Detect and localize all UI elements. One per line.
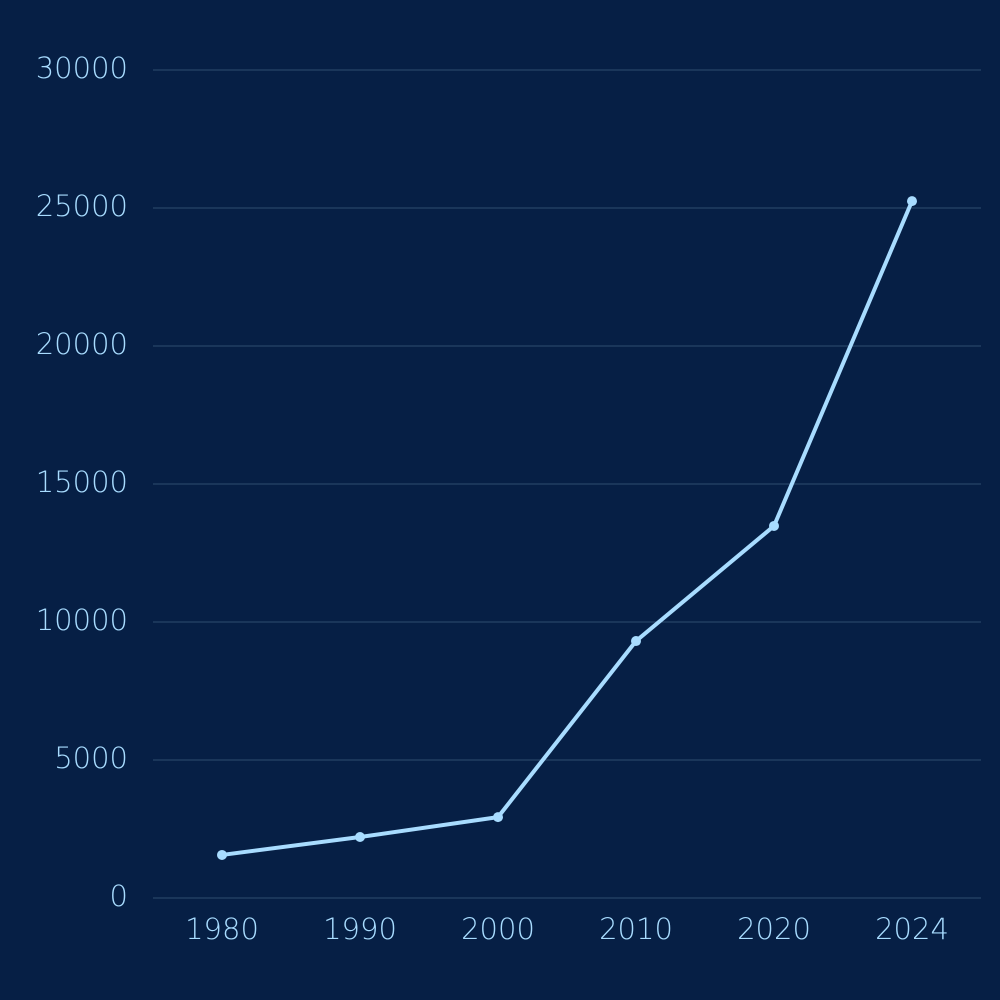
- x-tick-label: 2010: [599, 912, 673, 946]
- point: [355, 832, 365, 843]
- y-tick-label: 5000: [54, 741, 128, 775]
- line: [221, 200, 914, 857]
- y-tick-label: 15000: [36, 465, 128, 499]
- y-tick-label: 10000: [36, 603, 128, 637]
- y-tick-label: 30000: [36, 51, 128, 85]
- point: [907, 196, 917, 207]
- x-tick-label: 2000: [461, 912, 535, 946]
- y-tick-label: 0: [110, 879, 128, 913]
- y-tick-label: 20000: [36, 327, 128, 361]
- point: [769, 520, 779, 531]
- y-tick-label: 25000: [36, 189, 128, 223]
- x-tick-label: 2020: [737, 912, 811, 946]
- point: [493, 812, 503, 823]
- point: [217, 849, 227, 860]
- point: [631, 636, 641, 647]
- x-tick-label: 2024: [875, 912, 949, 946]
- x-tick-label: 1990: [323, 912, 397, 946]
- x-tick-label: 1980: [185, 912, 259, 946]
